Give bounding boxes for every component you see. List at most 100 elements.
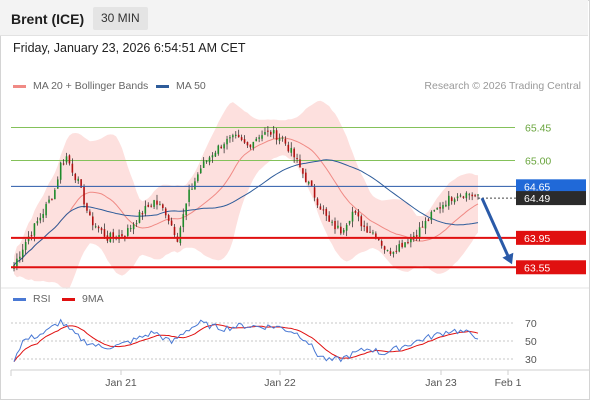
candle-body xyxy=(448,195,450,206)
candle-body xyxy=(138,211,141,223)
candle-body xyxy=(208,157,211,163)
candle xyxy=(392,251,395,258)
candle xyxy=(459,193,462,198)
candle xyxy=(91,212,94,231)
candle-body xyxy=(342,229,345,233)
candle-body xyxy=(474,195,476,197)
candle-body xyxy=(372,232,374,234)
legend-item-ma50: MA 50 xyxy=(156,80,206,92)
candle-body xyxy=(59,162,62,180)
candle xyxy=(450,196,453,205)
candle xyxy=(448,191,450,210)
candle xyxy=(132,222,135,235)
candle xyxy=(252,141,255,151)
candle xyxy=(237,129,240,138)
candle-body xyxy=(360,216,363,227)
candle xyxy=(328,211,330,222)
candle xyxy=(59,161,62,184)
candle-body xyxy=(27,236,30,242)
legend-item-9ma: 9MA xyxy=(62,293,104,305)
candle xyxy=(229,135,231,143)
ma20-line xyxy=(13,137,479,266)
candle xyxy=(141,210,144,220)
candle xyxy=(287,141,290,153)
candle-body xyxy=(188,189,190,202)
candle xyxy=(421,220,424,228)
candle-body xyxy=(290,147,293,153)
candle-body xyxy=(205,160,208,163)
candle xyxy=(129,224,132,232)
legend-item-ma20: MA 20 + Bollinger Bands xyxy=(13,80,148,92)
candle-body xyxy=(36,221,39,224)
candle xyxy=(249,144,252,150)
candle-body xyxy=(363,225,365,227)
candle xyxy=(436,207,438,210)
candle-body xyxy=(386,249,389,251)
candle-body xyxy=(91,216,94,226)
candle-body xyxy=(170,220,173,226)
candle-body xyxy=(351,211,354,222)
candle xyxy=(270,130,272,137)
candle-body xyxy=(77,178,80,181)
candle-body xyxy=(182,214,185,228)
candle-body xyxy=(164,208,167,216)
candle xyxy=(232,133,234,142)
candle-body xyxy=(39,217,42,221)
candle xyxy=(162,203,164,211)
candle xyxy=(407,238,409,245)
candle xyxy=(179,225,182,246)
candle-body xyxy=(418,227,421,237)
candle-body xyxy=(229,137,231,139)
candle xyxy=(188,184,190,207)
candle xyxy=(243,135,246,144)
candle xyxy=(369,225,371,234)
candle xyxy=(62,159,65,166)
candle-body xyxy=(281,137,284,139)
candle xyxy=(65,152,68,165)
candle xyxy=(112,228,115,243)
candle-body xyxy=(16,258,18,267)
timeframe-badge[interactable]: 30 MIN xyxy=(93,7,148,30)
candle xyxy=(264,127,266,136)
candle xyxy=(366,222,368,233)
candle-body xyxy=(345,224,348,231)
candle xyxy=(255,136,258,142)
last-price-badge xyxy=(516,191,586,206)
candle-body xyxy=(217,145,220,154)
resistance-label-2: 65.00 xyxy=(525,156,551,168)
candle-body xyxy=(436,208,438,210)
candle-body xyxy=(430,211,433,221)
candle-body xyxy=(398,244,401,252)
time-tick-label: Jan 23 xyxy=(425,377,457,389)
candle xyxy=(103,223,106,239)
candle xyxy=(337,220,339,230)
candle-body xyxy=(270,131,272,135)
candle xyxy=(202,157,205,169)
candle-body xyxy=(202,161,205,168)
candle-body xyxy=(421,226,424,228)
candle-body xyxy=(42,213,44,218)
candle-body xyxy=(310,180,313,187)
candle xyxy=(401,239,403,249)
candle-body xyxy=(375,233,377,239)
candle-body xyxy=(348,220,351,224)
candle-body xyxy=(477,194,479,196)
candle-body xyxy=(377,238,380,241)
candle xyxy=(319,203,322,210)
instrument-title: Brent (ICE) xyxy=(11,11,85,27)
ma50-line xyxy=(13,159,479,266)
candle-body xyxy=(468,194,471,196)
candle-body xyxy=(65,156,68,163)
candle-body xyxy=(380,241,383,246)
candle-body xyxy=(100,228,103,231)
candle xyxy=(296,153,298,163)
candle xyxy=(153,199,155,209)
candle-body xyxy=(243,139,246,143)
candle xyxy=(74,172,77,184)
candle-body xyxy=(147,204,150,207)
candle-body xyxy=(410,238,412,243)
candle-body xyxy=(30,235,33,237)
time-axis: Jan 21 Jan 22 Jan 23 Feb 1 xyxy=(10,369,589,389)
candle xyxy=(325,207,328,222)
candle xyxy=(395,245,398,254)
